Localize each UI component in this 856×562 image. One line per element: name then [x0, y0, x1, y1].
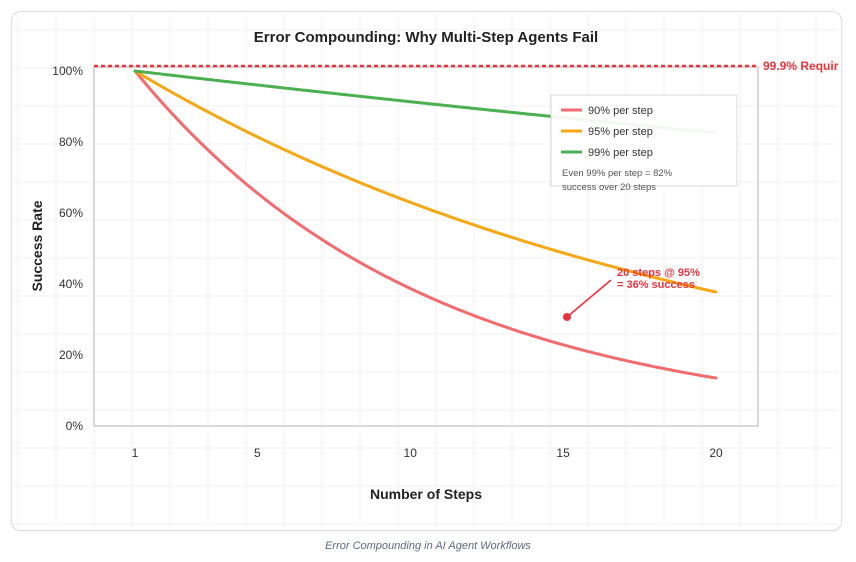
figure-caption: Error Compounding in AI Agent Workflows [325, 540, 531, 552]
x-tick-label: 10 [404, 446, 418, 460]
x-tick-label: 5 [254, 446, 261, 460]
x-tick-label: 1 [132, 446, 139, 460]
annotation-text: 20 steps @ 95% [617, 267, 700, 279]
grid [13, 14, 838, 527]
reference-line-label: 99.9% Requir [763, 59, 839, 73]
legend-note: Even 99% per step = 82% [562, 168, 673, 179]
series-line-90-per-step [133, 69, 718, 380]
legend-note: success over 20 steps [562, 182, 656, 193]
series-line-95-per-step [133, 69, 718, 294]
annotation-arrow [566, 279, 612, 318]
x-axis-label: Number of Steps [370, 486, 482, 502]
legend-label: 95% per step [588, 126, 653, 138]
annotation-text: = 36% success [617, 279, 695, 291]
y-tick-label: 80% [59, 135, 83, 149]
y-tick-label: 60% [59, 206, 83, 220]
x-tick-label: 15 [556, 446, 570, 460]
y-tick-label: 20% [59, 348, 83, 362]
chart-title: Error Compounding: Why Multi-Step Agents… [254, 29, 598, 46]
annotation-point [563, 313, 571, 321]
legend-label: 90% per step [588, 105, 653, 117]
legend-label: 99% per step [588, 147, 653, 159]
legend: 90% per step 95% per step 99% per step Even… [550, 94, 738, 193]
x-tick-label: 20 [709, 446, 723, 460]
y-axis-label: Success Rate [29, 200, 45, 291]
y-tick-label: 100% [52, 64, 83, 78]
annotation: 20 steps @ 95%= 36% success [563, 267, 700, 321]
y-tick-labels: 0% 20% 40% 60% 80% 100% [52, 64, 83, 433]
reference-line: 99.9% Requir [94, 59, 839, 73]
x-tick-labels: 1 5 10 15 20 [132, 446, 723, 460]
y-tick-label: 0% [66, 419, 84, 433]
y-tick-label: 40% [59, 277, 83, 291]
